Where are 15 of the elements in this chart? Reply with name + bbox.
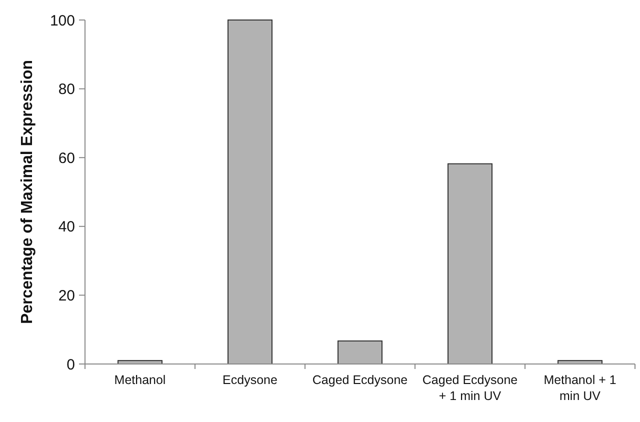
- y-tick-label: 0: [66, 356, 75, 374]
- x-tick-label: Methanol + 1 min UV: [544, 373, 616, 403]
- bar: [338, 340, 382, 364]
- x-tick-label: Methanol: [114, 373, 166, 387]
- y-tick-label: 40: [58, 218, 75, 236]
- x-tick-label: Ecdysone: [222, 373, 278, 387]
- y-tick-label: 100: [50, 12, 75, 30]
- y-tick-label: 80: [58, 81, 75, 98]
- x-tick-label: Caged Ecdysone: [312, 373, 408, 387]
- y-tick-label: 60: [58, 150, 75, 167]
- y-axis-title: Percentage of Maximal Expression: [19, 60, 36, 324]
- y-tick-label: 20: [58, 287, 75, 304]
- x-tick-label: Caged Ecdysone + 1 min UV: [422, 373, 518, 403]
- bar: [228, 20, 272, 364]
- bar: [448, 163, 492, 364]
